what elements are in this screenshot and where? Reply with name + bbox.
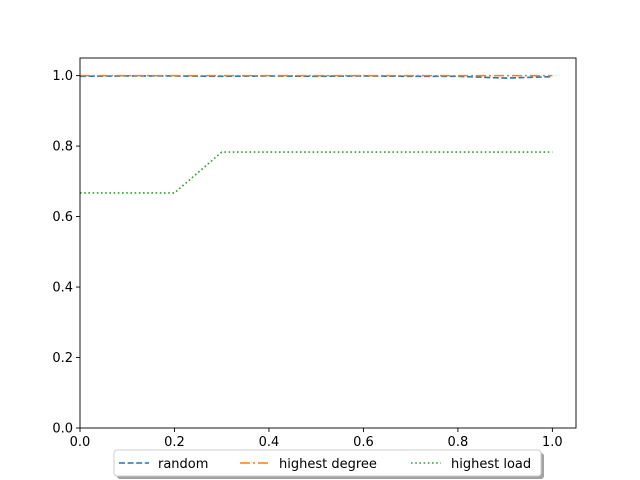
series-layer xyxy=(79,74,553,194)
x-tick-label: 1.0 xyxy=(542,435,563,450)
x-tick-label: 0.0 xyxy=(70,435,91,450)
y-tick-label: 0.4 xyxy=(52,281,73,296)
series-line-highest-load xyxy=(80,151,553,194)
y-tick-label: 0.0 xyxy=(52,422,73,437)
legend-label-random: random xyxy=(158,457,208,472)
legend-box xyxy=(113,449,542,477)
legend-label-highest-load: highest load xyxy=(451,457,531,472)
x-tick-label: 0.2 xyxy=(164,435,185,450)
y-tick-label: 0.2 xyxy=(52,351,73,366)
legend: random highest degree highest load xyxy=(113,449,544,479)
y-tick-label: 0.6 xyxy=(52,210,73,225)
x-tick-label: 0.4 xyxy=(259,435,280,450)
y-tick-label: 1.0 xyxy=(52,69,73,84)
x-axis: 0.0 0.2 0.4 0.6 0.8 1.0 xyxy=(70,428,563,450)
plot-frame xyxy=(79,57,577,429)
y-axis: 0.0 0.2 0.4 0.6 0.8 1.0 xyxy=(52,69,80,437)
legend-label-highest-degree: highest degree xyxy=(279,457,377,472)
y-tick-label: 0.8 xyxy=(52,140,73,155)
x-tick-label: 0.6 xyxy=(353,435,374,450)
x-tick-label: 0.8 xyxy=(448,435,469,450)
